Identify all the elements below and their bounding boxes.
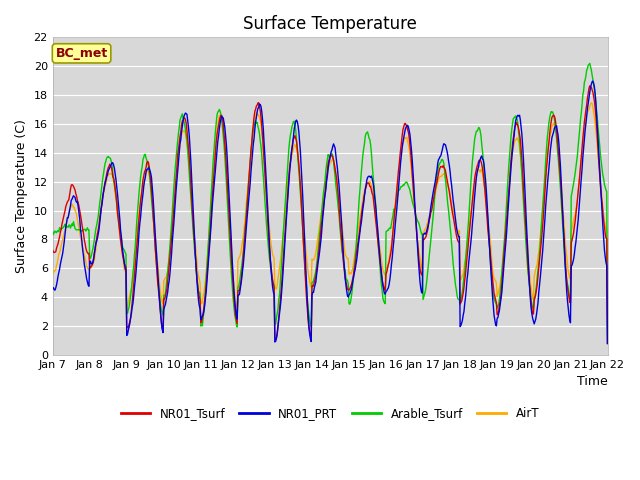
Title: Surface Temperature: Surface Temperature — [243, 15, 417, 33]
NR01_Tsurf — [172, 174, 180, 180]
Arable_Tsurf — [397, 184, 405, 190]
AirT — [202, 277, 209, 283]
Text: BC_met: BC_met — [56, 47, 108, 60]
AirT — [414, 240, 422, 246]
AirT — [116, 231, 124, 237]
Arable_Tsurf — [202, 287, 209, 292]
NR01_PRT — [397, 151, 405, 157]
AirT — [172, 178, 180, 184]
AirT — [49, 270, 56, 276]
NR01_Tsurf — [59, 218, 67, 224]
Legend: NR01_Tsurf, NR01_PRT, Arable_Tsurf, AirT: NR01_Tsurf, NR01_PRT, Arable_Tsurf, AirT — [116, 402, 544, 425]
Arable_Tsurf — [172, 155, 180, 160]
NR01_Tsurf — [586, 83, 593, 89]
NR01_PRT — [59, 251, 67, 256]
NR01_PRT — [172, 187, 180, 192]
AirT — [59, 237, 67, 242]
NR01_PRT — [589, 78, 596, 84]
Arable_Tsurf — [604, 341, 611, 347]
Arable_Tsurf — [116, 223, 124, 229]
NR01_Tsurf — [414, 240, 422, 245]
NR01_PRT — [116, 216, 124, 222]
Arable_Tsurf — [49, 229, 56, 235]
NR01_PRT — [49, 285, 56, 291]
NR01_Tsurf — [116, 230, 124, 236]
NR01_PRT — [604, 341, 611, 347]
Arable_Tsurf — [586, 60, 593, 66]
X-axis label: Time: Time — [577, 375, 607, 388]
NR01_PRT — [202, 296, 209, 301]
AirT — [397, 151, 405, 156]
Arable_Tsurf — [59, 225, 67, 231]
AirT — [588, 100, 595, 106]
Y-axis label: Surface Temperature (C): Surface Temperature (C) — [15, 119, 28, 273]
Line: AirT: AirT — [52, 103, 607, 344]
AirT — [604, 341, 611, 347]
Line: Arable_Tsurf: Arable_Tsurf — [52, 63, 607, 344]
Line: NR01_Tsurf: NR01_Tsurf — [52, 86, 607, 344]
Line: NR01_PRT: NR01_PRT — [52, 81, 607, 344]
Arable_Tsurf — [414, 218, 422, 224]
NR01_PRT — [414, 245, 422, 251]
NR01_Tsurf — [49, 247, 56, 253]
NR01_Tsurf — [202, 291, 209, 297]
NR01_Tsurf — [604, 341, 611, 347]
NR01_Tsurf — [397, 139, 405, 144]
